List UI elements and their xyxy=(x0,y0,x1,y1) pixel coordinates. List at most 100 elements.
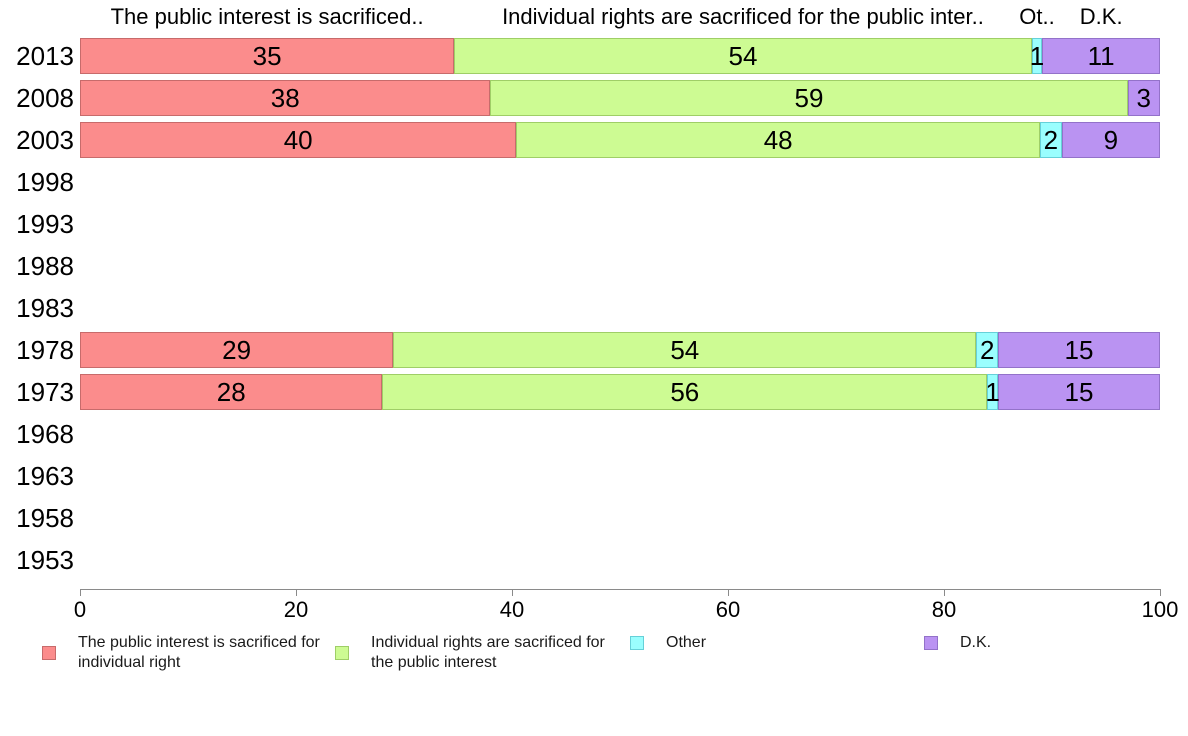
legend-label: D.K. xyxy=(960,634,992,651)
bar-segment-1978-other[interactable]: 2 xyxy=(976,332,998,368)
x-axis-tick-80 xyxy=(944,589,945,596)
bar-segment-2008-d-k[interactable]: 3 xyxy=(1127,80,1160,116)
bar-1973: 28 56 1 15 xyxy=(80,374,1160,410)
x-axis-tick-100 xyxy=(1160,589,1161,596)
bar-segment-2008-individual-rights-are-sacrificed-for-the[interactable]: 59 xyxy=(490,80,1128,116)
segment-value-label: 15 xyxy=(1064,376,1094,407)
x-axis-tick-20 xyxy=(296,589,297,596)
bar-segment-2013-individual-rights-are-sacrificed-for-the[interactable]: 54 xyxy=(454,38,1032,74)
x-axis-tick-label-60: 60 xyxy=(715,597,741,622)
bar-segment-1973-individual-rights-are-sacrificed-for-the[interactable]: 56 xyxy=(382,374,988,410)
segment-value-label: 9 xyxy=(1103,124,1119,155)
segment-value-label: 35 xyxy=(252,40,282,71)
column-header-other: Ot.. xyxy=(1019,4,1055,29)
chart-row-2008: 2008 38 59 3 xyxy=(0,77,1188,119)
year-label-2013: 2013 xyxy=(16,40,74,71)
segment-value-label: 48 xyxy=(763,124,793,155)
chart-row-1983: 1983 xyxy=(0,287,1188,329)
bar-segment-2003-the-public-interest-is-sacrificed-for-in[interactable]: 40 xyxy=(80,122,517,158)
bar-segment-1978-d-k[interactable]: 15 xyxy=(997,332,1160,368)
x-axis-tick-0 xyxy=(80,589,81,596)
bar-segment-2003-other[interactable]: 2 xyxy=(1039,122,1062,158)
bar-segment-2008-the-public-interest-is-sacrificed-for-in[interactable]: 38 xyxy=(80,80,491,116)
segment-value-label: 38 xyxy=(270,82,300,113)
column-header-d-k: D.K. xyxy=(1079,4,1123,29)
segment-value-label: 3 xyxy=(1136,82,1151,113)
bar-segment-1978-individual-rights-are-sacrificed-for-the[interactable]: 54 xyxy=(393,332,977,368)
segment-value-label: 54 xyxy=(670,334,700,365)
x-axis-tick-40 xyxy=(512,589,513,596)
legend-item-other[interactable]: Other xyxy=(630,633,706,653)
chart-row-1963: 1963 xyxy=(0,455,1188,497)
legend-swatch-the-public-interest-is-sacrificed-for-in xyxy=(42,646,56,660)
segment-value-label: 11 xyxy=(1087,40,1115,71)
column-headers: The public interest is sacrificed.. Indiv… xyxy=(0,0,1188,34)
year-label-1963: 1963 xyxy=(16,460,74,491)
segment-value-label: 1 xyxy=(1029,40,1045,71)
x-axis-tick-label-20: 20 xyxy=(283,597,309,622)
year-label-1998: 1998 xyxy=(16,166,74,197)
year-label-2008: 2008 xyxy=(16,82,74,113)
chart-row-1988: 1988 xyxy=(0,245,1188,287)
bar-segment-2013-other[interactable]: 1 xyxy=(1029,38,1045,74)
bar-2003: 40 48 2 9 xyxy=(80,122,1160,158)
year-label-1983: 1983 xyxy=(16,292,74,323)
column-header-individual-rights-are-sacrificed-for-the: Individual rights are sacrificed for the… xyxy=(502,4,984,29)
segment-value-label: 28 xyxy=(216,376,246,407)
bar-segment-2013-the-public-interest-is-sacrificed-for-in[interactable]: 35 xyxy=(80,38,455,74)
bar-segment-1973-d-k[interactable]: 15 xyxy=(997,374,1160,410)
chart-row-1958: 1958 xyxy=(0,497,1188,539)
segment-value-label: 2 xyxy=(1043,124,1059,155)
year-label-1973: 1973 xyxy=(16,376,74,407)
bar-2008: 38 59 3 xyxy=(80,80,1160,116)
legend-swatch-other xyxy=(630,636,644,650)
chart-rows: 2013 35 54 1 11 2008 38 59 3 2003 40 48 2 9 1998 1993 19… xyxy=(0,35,1188,581)
x-axis: 0 20 40 60 80 100 xyxy=(0,581,1188,627)
chart-row-1998: 1998 xyxy=(0,161,1188,203)
segment-value-label: 29 xyxy=(222,334,252,365)
bar-1978: 29 54 2 15 xyxy=(80,332,1160,368)
bar-segment-2003-individual-rights-are-sacrificed-for-the[interactable]: 48 xyxy=(516,122,1040,158)
legend-item-the-public-interest-is-sacrificed-for-in[interactable]: The public interest is sacrificed for in… xyxy=(42,633,336,673)
segment-value-label: 15 xyxy=(1064,334,1094,365)
legend-label: Individual rights are sacrificed for the… xyxy=(371,634,605,671)
legend-label: Other xyxy=(666,634,707,651)
column-header-the-public-interest-is-sacrificed-for-in: The public interest is sacrificed.. xyxy=(110,4,424,29)
legend-label: The public interest is sacrificed for in… xyxy=(78,634,320,671)
bar-segment-2013-d-k[interactable]: 11 xyxy=(1042,38,1160,74)
segment-value-label: 1 xyxy=(985,376,1000,407)
chart-row-2003: 2003 40 48 2 9 xyxy=(0,119,1188,161)
legend-item-individual-rights-are-sacrificed-for-the[interactable]: Individual rights are sacrificed for the… xyxy=(335,633,629,673)
x-axis-tick-label-80: 80 xyxy=(931,597,957,622)
bar-segment-1973-other[interactable]: 1 xyxy=(985,374,1000,410)
chart-row-1973: 1973 28 56 1 15 xyxy=(0,371,1188,413)
legend-item-d-k[interactable]: D.K. xyxy=(924,633,991,653)
legend-swatch-d-k xyxy=(924,636,938,650)
x-axis-tick-label-40: 40 xyxy=(499,597,525,622)
x-axis-tick-label-100: 100 xyxy=(1141,597,1179,622)
year-label-1978: 1978 xyxy=(16,334,74,365)
year-label-1953: 1953 xyxy=(16,544,74,575)
x-axis-tick-60 xyxy=(728,589,729,596)
x-axis-tick-label-0: 0 xyxy=(73,597,87,622)
year-label-1993: 1993 xyxy=(16,208,74,239)
bar-segment-1973-the-public-interest-is-sacrificed-for-in[interactable]: 28 xyxy=(80,374,383,410)
segment-value-label: 54 xyxy=(728,40,758,71)
segment-value-label: 59 xyxy=(794,82,824,113)
bar-segment-1978-the-public-interest-is-sacrificed-for-in[interactable]: 29 xyxy=(80,332,394,368)
year-label-1968: 1968 xyxy=(16,418,74,449)
chart-row-1953: 1953 xyxy=(0,539,1188,581)
chart-row-1993: 1993 xyxy=(0,203,1188,245)
chart-row-1978: 1978 29 54 2 15 xyxy=(0,329,1188,371)
legend-swatch-individual-rights-are-sacrificed-for-the xyxy=(335,646,349,660)
bar-segment-2003-d-k[interactable]: 9 xyxy=(1061,122,1160,158)
year-label-2003: 2003 xyxy=(16,124,74,155)
chart-row-1968: 1968 xyxy=(0,413,1188,455)
chart-row-2013: 2013 35 54 1 11 xyxy=(0,35,1188,77)
segment-value-label: 2 xyxy=(979,334,995,365)
segment-value-label: 40 xyxy=(283,124,313,155)
year-label-1988: 1988 xyxy=(16,250,74,281)
segment-value-label: 56 xyxy=(670,376,700,407)
